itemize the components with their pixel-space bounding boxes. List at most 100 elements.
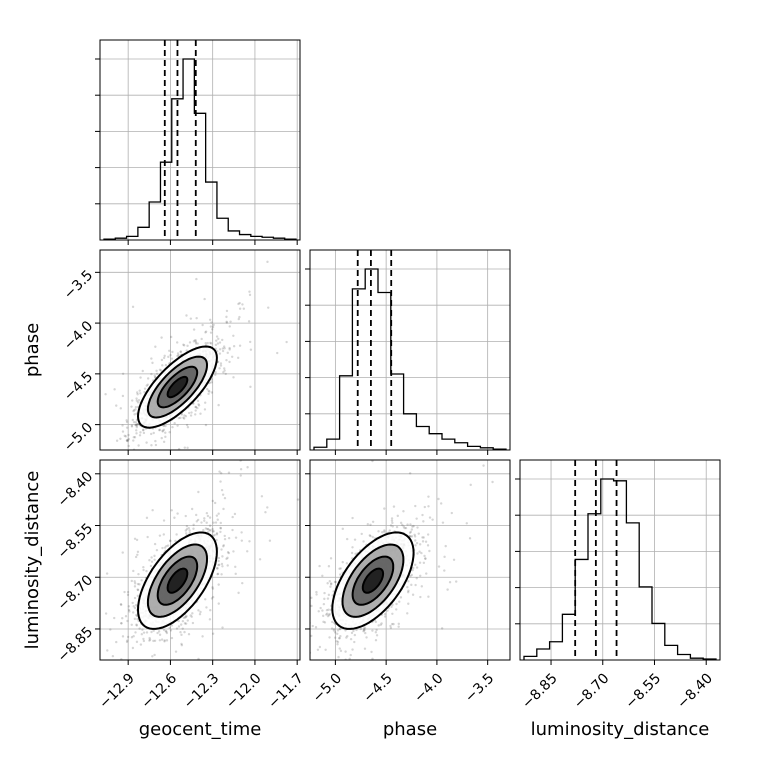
scatter-point <box>197 490 200 494</box>
scatter-point <box>215 567 219 570</box>
scatter-point <box>113 388 116 391</box>
scatter-point <box>136 423 139 426</box>
scatter-point <box>104 612 108 615</box>
scatter-point <box>363 647 367 650</box>
scatter-point <box>362 630 365 633</box>
scatter-point <box>115 404 118 407</box>
scatter-point <box>407 589 410 592</box>
scatter-point <box>215 335 219 338</box>
scatter-point <box>185 527 189 531</box>
scatter-point <box>260 495 264 498</box>
scatter-point <box>238 344 242 347</box>
scatter-point <box>150 630 153 634</box>
scatter-point <box>150 444 153 447</box>
scatter-point <box>362 627 366 631</box>
scatter-point <box>135 640 139 644</box>
scatter-point <box>125 640 129 644</box>
scatter-point <box>118 455 120 457</box>
scatter-point <box>329 582 333 585</box>
scatter-point <box>249 348 253 351</box>
scatter-point <box>123 434 126 438</box>
scatter-point <box>166 544 170 547</box>
scatter-point <box>121 430 125 433</box>
scatter-point <box>321 574 324 578</box>
scatter-point <box>142 639 146 643</box>
scatter-point <box>205 606 208 609</box>
scatter-point <box>126 619 129 623</box>
scatter-point <box>195 316 198 320</box>
histogram-phase <box>313 268 507 450</box>
scatter-point <box>363 628 366 631</box>
scatter-point <box>219 527 223 530</box>
scatter-point <box>228 360 231 364</box>
scatter-point <box>109 628 112 631</box>
scatter-point <box>171 425 174 429</box>
scatter-point <box>386 609 389 612</box>
scatter-point <box>196 342 199 345</box>
scatter-point <box>119 407 122 410</box>
scatter-point <box>95 660 97 662</box>
scatter-point <box>406 585 409 589</box>
scatter-point <box>381 531 384 534</box>
scatter-point <box>221 349 225 353</box>
scatter-point <box>337 655 340 659</box>
scatter-point <box>418 543 422 546</box>
scatter-point <box>422 536 425 539</box>
scatter-point <box>125 463 127 465</box>
scatter-point <box>268 539 272 542</box>
scatter-point <box>330 627 334 630</box>
scatter-point <box>229 320 232 323</box>
joint-panel-geocent_time-luminosity_distance <box>58 459 301 739</box>
scatter-point <box>142 431 146 435</box>
scatter-point <box>336 643 339 646</box>
scatter-point <box>413 533 416 537</box>
scatter-point <box>126 590 130 594</box>
scatter-point <box>266 260 269 264</box>
scatter-point <box>192 527 195 530</box>
scatter-point <box>414 539 417 542</box>
scatter-point <box>160 436 163 440</box>
scatter-point <box>318 564 321 568</box>
scatter-point <box>188 531 192 535</box>
scatter-point <box>310 596 313 600</box>
scatter-point <box>195 513 198 517</box>
scatter-point <box>58 737 60 739</box>
scatter-point <box>208 516 212 519</box>
scatter-point <box>186 344 189 348</box>
scatter-point <box>407 580 410 583</box>
scatter-point <box>219 530 222 534</box>
scatter-point <box>230 355 234 358</box>
scatter-point <box>126 439 129 443</box>
density-layer <box>97 260 288 465</box>
scatter-point <box>236 356 240 360</box>
scatter-point <box>136 553 139 556</box>
scatter-point <box>428 549 431 553</box>
scatter-point <box>123 590 126 594</box>
scatter-point <box>119 603 123 606</box>
scatter-point <box>201 635 204 638</box>
y-tick-label: −4.5 <box>61 369 96 404</box>
scatter-point <box>195 520 199 523</box>
scatter-point <box>121 551 124 554</box>
scatter-point <box>427 595 430 598</box>
scatter-point <box>130 579 133 583</box>
scatter-point <box>450 511 454 515</box>
scatter-point <box>138 627 141 630</box>
scatter-point <box>219 364 223 367</box>
scatter-point <box>374 631 378 634</box>
scatter-point <box>161 430 164 433</box>
scatter-point <box>183 622 187 625</box>
scatter-point <box>395 608 398 611</box>
scatter-point <box>97 460 99 462</box>
scatter-point <box>132 439 135 442</box>
scatter-point <box>183 630 186 634</box>
scatter-point <box>189 317 193 320</box>
panel-frame <box>99 459 301 661</box>
scatter-point <box>111 654 115 658</box>
scatter-point <box>210 597 214 600</box>
scatter-point <box>416 552 419 555</box>
scatter-point <box>335 640 338 643</box>
scatter-point <box>228 346 231 350</box>
scatter-point <box>275 630 277 632</box>
scatter-point <box>143 387 147 390</box>
